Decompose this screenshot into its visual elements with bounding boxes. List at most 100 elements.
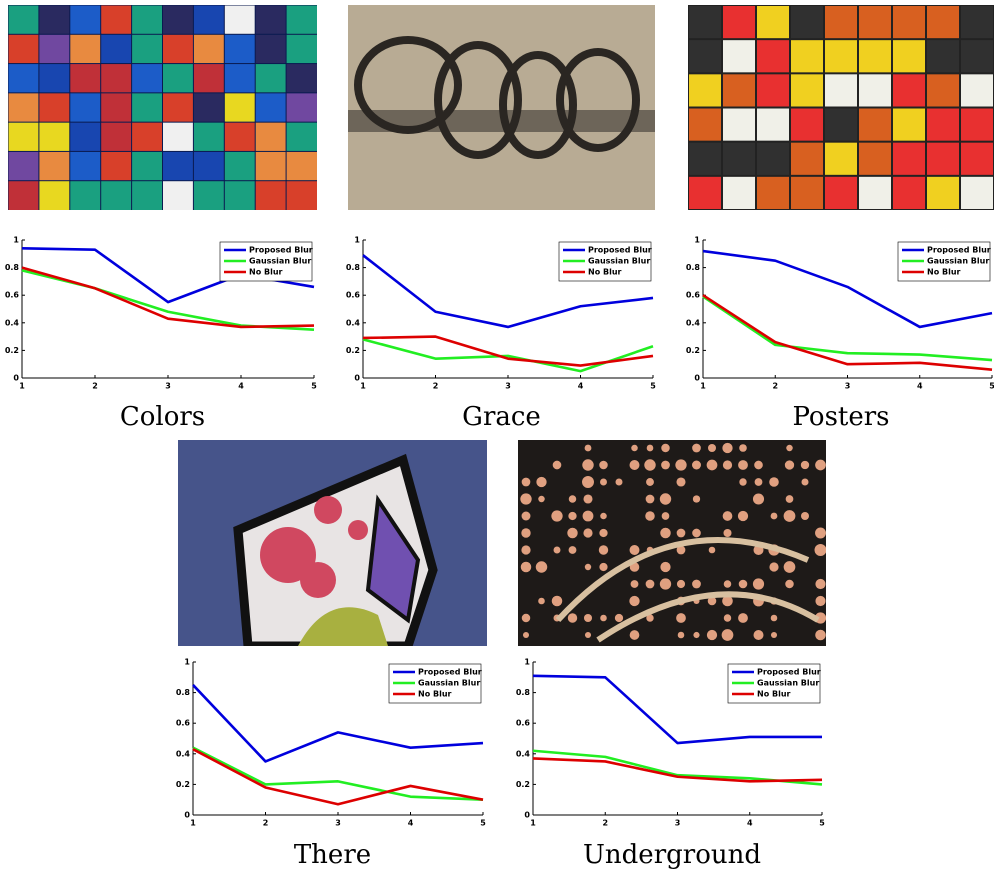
tile: [192, 63, 226, 94]
poster: [961, 40, 993, 73]
photo: [8, 5, 317, 210]
dot: [553, 546, 561, 554]
y-tick-label: 1: [524, 658, 530, 667]
dot: [551, 595, 563, 607]
poster: [791, 108, 823, 141]
dot: [583, 494, 593, 504]
dot: [568, 546, 577, 554]
tile: [285, 121, 317, 153]
dot: [738, 579, 748, 589]
poster: [689, 6, 721, 39]
dot: [600, 478, 607, 486]
dot: [615, 478, 623, 486]
tile: [131, 33, 164, 65]
series-line: [532, 749, 823, 786]
legend-label: Gaussian Blur: [588, 257, 650, 266]
dot: [677, 631, 685, 639]
dot: [721, 629, 734, 641]
poster: [791, 74, 823, 107]
photo: [688, 5, 994, 210]
dot: [752, 578, 765, 590]
legend-label: No Blur: [588, 268, 622, 277]
dot: [567, 613, 578, 623]
y-tick-label: 0: [184, 811, 190, 820]
poster: [757, 108, 789, 141]
tile: [162, 33, 195, 65]
tile: [223, 63, 257, 94]
tile: [223, 33, 257, 65]
x-tick-label: 1: [19, 382, 25, 391]
poster: [825, 142, 857, 175]
series-line: [192, 746, 484, 801]
tile: [8, 63, 40, 94]
tile: [285, 150, 317, 182]
photo: [178, 440, 487, 646]
graffiti: [556, 48, 640, 152]
y-tick-label: 0.8: [516, 688, 531, 697]
x-tick-label: 1: [530, 819, 536, 828]
tile: [8, 92, 40, 124]
y-tick-label: 0.6: [516, 719, 531, 728]
dot: [614, 613, 624, 623]
tile: [285, 92, 317, 124]
tile: [8, 33, 40, 65]
poster: [757, 142, 789, 175]
dot: [535, 561, 548, 573]
dot: [538, 495, 545, 503]
dot: [815, 595, 826, 607]
dot: [631, 444, 638, 452]
y-tick-label: 0.2: [346, 346, 360, 355]
tile: [38, 92, 71, 124]
x-tick-label: 5: [480, 819, 486, 828]
tile: [100, 5, 133, 36]
y-tick-label: 1: [184, 658, 190, 667]
tile: [131, 150, 164, 182]
y-tick-label: 0.2: [5, 346, 19, 355]
lines: [555, 537, 820, 643]
poster: [689, 74, 721, 107]
poster: [689, 142, 721, 175]
legend-label: Proposed Blur: [927, 246, 991, 255]
dot: [676, 545, 686, 555]
dot: [692, 443, 701, 453]
tile: [192, 5, 226, 36]
poster: [893, 74, 925, 107]
dot: [568, 495, 577, 503]
dot: [800, 511, 810, 521]
dot: [314, 496, 342, 524]
tile: [38, 180, 71, 210]
tile: [69, 150, 102, 182]
series-line: [532, 674, 822, 745]
poster: [689, 176, 721, 209]
tile: [131, 180, 164, 210]
dot: [783, 510, 796, 522]
poster: [893, 6, 925, 39]
dot: [784, 460, 795, 470]
poster: [825, 74, 857, 107]
tile: [223, 180, 257, 210]
poster: [859, 6, 891, 39]
dot: [815, 459, 826, 471]
poster: [859, 74, 891, 107]
poster: [757, 40, 789, 73]
poster: [757, 74, 789, 107]
series-line: [702, 295, 993, 362]
dot: [630, 580, 639, 588]
y-tick-label: 0: [524, 811, 530, 820]
dot: [693, 631, 700, 639]
dot: [582, 459, 594, 471]
caption: Grace: [462, 402, 541, 432]
tile: [69, 63, 102, 94]
dot: [600, 512, 607, 520]
dot: [582, 476, 594, 488]
dot: [753, 630, 764, 640]
series-line: [192, 748, 484, 806]
x-tick-label: 2: [433, 382, 439, 391]
dot: [676, 477, 686, 487]
dot: [770, 614, 778, 622]
poster: [791, 6, 823, 39]
blob: [298, 607, 388, 646]
dot: [300, 562, 336, 598]
dot: [815, 527, 826, 539]
dot: [521, 528, 531, 538]
